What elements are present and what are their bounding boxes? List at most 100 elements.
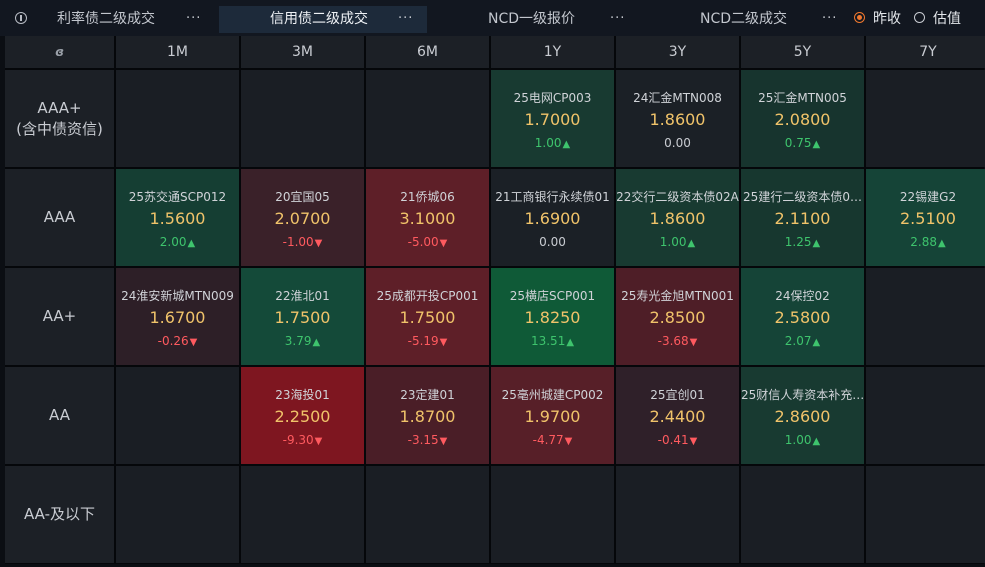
tab-credit-bond-secondary[interactable]: 信用债二级成交 ··· xyxy=(219,6,427,33)
bond-name: 21工商银行永续债01 xyxy=(495,190,610,204)
arrow-down-icon: ▼ xyxy=(439,337,448,348)
bond-cell[interactable]: 22淮北01 1.7500 3.79▲ xyxy=(241,268,364,365)
arrow-up-icon: ▲ xyxy=(312,337,321,348)
yield-change: -3.15▼ xyxy=(366,433,489,447)
row-header-label: AA xyxy=(49,406,70,424)
bond-cell[interactable]: 25亳州城建CP002 1.9700 -4.77▼ xyxy=(491,367,614,464)
bond-cell[interactable]: 25建行二级资本债0… 2.1100 1.25▲ xyxy=(741,169,864,266)
empty-cell xyxy=(866,268,985,365)
bond-cell[interactable]: 25财信人寿资本补充… 2.8600 1.00▲ xyxy=(741,367,864,464)
yield-change-value: 0.75 xyxy=(784,136,812,150)
tab-ncd-primary-quote[interactable]: NCD一级报价 ··· xyxy=(436,6,636,33)
arrow-down-icon: ▼ xyxy=(689,337,698,348)
bond-cell[interactable]: 25横店SCP001 1.8250 13.51▲ xyxy=(491,268,614,365)
yield-change-value: -5.19 xyxy=(407,334,439,348)
empty-cell xyxy=(116,70,239,167)
arrow-down-icon: ▼ xyxy=(314,436,323,447)
bond-cell[interactable]: 25电网CP003 1.7000 1.00▲ xyxy=(491,70,614,167)
yield-change-value: 1.25 xyxy=(784,235,812,249)
bond-yield: 2.5800 xyxy=(774,308,831,327)
more-icon[interactable]: ··· xyxy=(822,11,838,26)
yield-change-value: -3.15 xyxy=(407,433,439,447)
tab-ncd-secondary[interactable]: NCD二级成交 ··· xyxy=(648,6,843,33)
column-header-3m: 3M xyxy=(241,36,364,68)
yield-change: -0.41▼ xyxy=(616,433,739,447)
credit-rating-tenor-grid: ɞ 1M 3M 6M 1Y 3Y 5Y 7Y AAA+ (含中债资信) 25电网C… xyxy=(5,36,985,564)
more-icon[interactable]: ··· xyxy=(610,11,626,26)
yield-change-value: 0.00 xyxy=(664,136,691,150)
bond-name: 25苏交通SCP012 xyxy=(128,190,227,204)
column-header-1m: 1M xyxy=(116,36,239,68)
bond-yield: 2.8600 xyxy=(774,407,831,426)
empty-cell xyxy=(116,367,239,464)
bond-yield: 2.2500 xyxy=(274,407,331,426)
arrow-down-icon: ▼ xyxy=(689,436,698,447)
yield-change-value: 2.07 xyxy=(784,334,812,348)
row-header: AA xyxy=(5,367,114,464)
yield-change: -5.00▼ xyxy=(366,235,489,249)
bond-cell[interactable]: 25宜创01 2.4400 -0.41▼ xyxy=(616,367,739,464)
bond-name: 24汇金MTN008 xyxy=(633,91,722,105)
empty-cell xyxy=(366,466,489,563)
bond-cell[interactable]: 25寿光金旭MTN001 2.8500 -3.68▼ xyxy=(616,268,739,365)
empty-cell xyxy=(741,466,864,563)
bond-cell[interactable]: 23定建01 1.8700 -3.15▼ xyxy=(366,367,489,464)
row-header: AAA xyxy=(5,169,114,266)
arrow-up-icon: ▲ xyxy=(812,436,821,447)
bond-name: 20宜国05 xyxy=(275,190,330,204)
radio-unchecked-icon xyxy=(914,12,925,23)
arrow-up-icon: ▲ xyxy=(566,337,575,348)
bond-name: 25成都开投CP001 xyxy=(376,289,479,303)
yield-change: 0.00 xyxy=(616,136,739,150)
bond-yield: 2.0800 xyxy=(774,110,831,129)
empty-cell xyxy=(866,70,985,167)
yield-change: 3.79▲ xyxy=(241,334,364,348)
bond-yield: 1.8600 xyxy=(649,110,706,129)
row-header: AA+ xyxy=(5,268,114,365)
bond-yield: 1.7500 xyxy=(399,308,456,327)
row-header-label: AA+ xyxy=(42,307,77,325)
yield-change: -0.26▼ xyxy=(116,334,239,348)
bond-name: 22锡建G2 xyxy=(899,190,957,204)
bond-name: 24淮安新城MTN009 xyxy=(121,289,234,303)
arrow-down-icon: ▼ xyxy=(314,238,323,249)
bond-cell[interactable]: 22锡建G2 2.5100 2.88▲ xyxy=(866,169,985,266)
tab-label: 信用债二级成交 xyxy=(270,11,368,27)
arrow-up-icon: ▲ xyxy=(938,238,946,249)
bond-cell[interactable]: 20宜国05 2.0700 -1.00▼ xyxy=(241,169,364,266)
bond-cell[interactable]: 25成都开投CP001 1.7500 -5.19▼ xyxy=(366,268,489,365)
empty-cell xyxy=(866,466,985,563)
empty-cell xyxy=(241,466,364,563)
bond-yield: 2.5100 xyxy=(900,209,956,228)
empty-cell xyxy=(616,466,739,563)
bond-cell[interactable]: 25汇金MTN005 2.0800 0.75▲ xyxy=(741,70,864,167)
yield-change: 2.07▲ xyxy=(741,334,864,348)
column-header-7y: 7Y xyxy=(866,36,985,68)
more-icon[interactable]: ··· xyxy=(186,11,202,26)
bond-cell[interactable]: 24保控02 2.5800 2.07▲ xyxy=(741,268,864,365)
bond-cell[interactable]: 21侨城06 3.1000 -5.00▼ xyxy=(366,169,489,266)
row-header-label: AAA xyxy=(43,208,76,226)
radio-checked-icon xyxy=(854,12,865,23)
bond-cell[interactable]: 21工商银行永续债01 1.6900 0.00 xyxy=(491,169,614,266)
empty-cell xyxy=(491,466,614,563)
bond-cell[interactable]: 22交行二级资本债02A 1.8600 1.00▲ xyxy=(616,169,739,266)
bond-yield: 3.1000 xyxy=(399,209,456,228)
bond-name: 25亳州城建CP002 xyxy=(501,388,604,402)
yield-change-value: 2.00 xyxy=(159,235,187,249)
arrow-down-icon: ▼ xyxy=(439,238,448,249)
yield-change-value: 3.79 xyxy=(284,334,312,348)
bond-cell[interactable]: 24淮安新城MTN009 1.6700 -0.26▼ xyxy=(116,268,239,365)
info-icon[interactable] xyxy=(15,12,27,24)
bond-cell[interactable]: 25苏交通SCP012 1.5600 2.00▲ xyxy=(116,169,239,266)
more-icon[interactable]: ··· xyxy=(398,11,414,26)
arrow-up-icon: ▲ xyxy=(687,238,696,249)
yield-change: 1.25▲ xyxy=(741,235,864,249)
bond-cell[interactable]: 24汇金MTN008 1.8600 0.00 xyxy=(616,70,739,167)
column-header-5y: 5Y xyxy=(741,36,864,68)
bond-yield: 1.5600 xyxy=(149,209,206,228)
yield-change-value: 1.00 xyxy=(784,433,812,447)
bond-cell[interactable]: 23海投01 2.2500 -9.30▼ xyxy=(241,367,364,464)
tab-rate-bond-secondary[interactable]: 利率债二级成交 ··· xyxy=(43,6,211,33)
yield-change: 0.00 xyxy=(491,235,614,249)
